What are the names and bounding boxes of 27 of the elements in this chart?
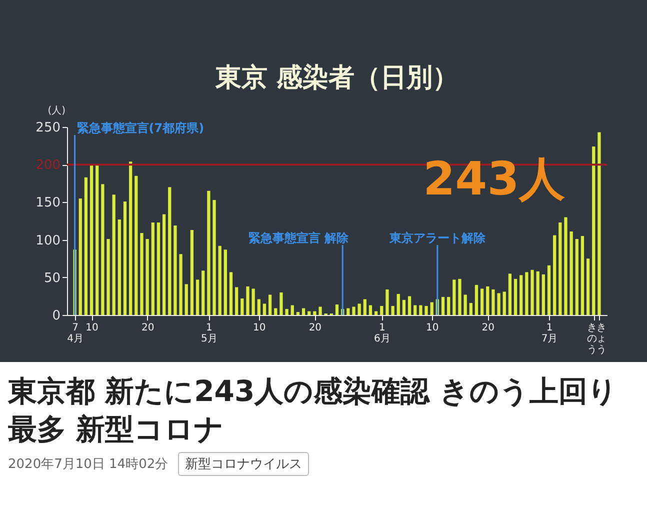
text: 東京都 新たに243人の感染確認 きのう上回り最多 新型コロナ <box>8 373 619 448</box>
y-axis-title: (人) <box>48 106 66 116</box>
chart-title: 東京 感染者（日別） <box>214 63 459 93</box>
x-tick-label: 1 5月 <box>200 322 218 344</box>
x-tick-label: 10 <box>253 322 266 334</box>
x-tick-label: 7 4月 <box>67 322 84 344</box>
x-tick-label: 20 <box>482 322 494 334</box>
y-tick-label: 150 <box>36 196 60 211</box>
y-tick-label: 0 <box>52 308 60 324</box>
y-tick-label: 100 <box>36 233 60 248</box>
x-tick-label: 10 <box>86 322 98 334</box>
x-tick-label: きょう <box>596 322 607 356</box>
ref-line-label: 緊急事態宣言 解除 <box>248 231 350 245</box>
y-tick-label: 250 <box>36 120 60 136</box>
x-tick-label: 20 <box>141 322 154 334</box>
y-tick-label: 50 <box>44 270 60 286</box>
x-tick-label: 1 7月 <box>541 322 558 344</box>
x-tick-label: きのう <box>587 322 598 356</box>
ref-line-label: 緊急事態宣言(7都府県) <box>76 121 204 135</box>
x-tick-label: 10 <box>426 322 439 334</box>
text: 2020年7月10日 14時02分 <box>8 456 168 473</box>
annotation: 243人 <box>423 151 566 206</box>
text: 新型コロナウイルス <box>178 452 310 476</box>
y-tick-label: 200 <box>36 158 60 174</box>
x-tick-label: 20 <box>308 322 322 334</box>
x-tick-label: 1 6月 <box>374 322 390 344</box>
ref-line-label: 東京アラート解除 <box>388 231 486 245</box>
